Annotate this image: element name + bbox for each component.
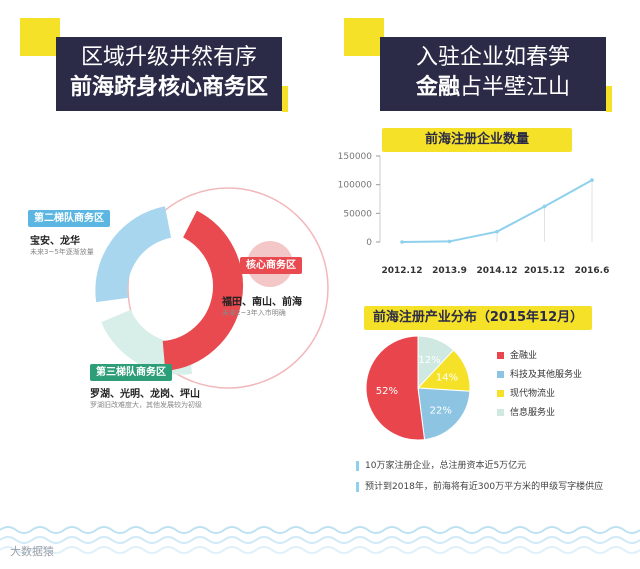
note-row-2: 预计到2018年，前海将有近300万平方米的甲级写字楼供应 [356,479,603,492]
y-tick-label: 100000 [338,181,373,191]
right-title-line1: 入驻企业如春笋 [415,45,570,70]
core-districts: 福田、南山、前海 [222,297,302,308]
y-tick-label: 150000 [338,152,373,162]
pie-slice [417,387,471,441]
tier2-districts: 宝安、龙华 [30,236,80,247]
legend-swatch [497,409,504,416]
line-chart-title: 前海注册企业数量 [382,128,572,152]
left-title-box: 区域升级井然有序 前海跻身核心商务区 [56,37,282,111]
tier3-tag: 第三梯队商务区 [90,364,172,381]
note-row-1: 10万家注册企业，总注册资本近5万亿元 [356,458,526,471]
right-title-box: 入驻企业如春笋 金融占半壁江山 [380,37,606,111]
tier3-districts: 罗湖、光明、龙岗、坪山 [90,389,200,400]
tier3-note: 罗湖旧改难度大，其他发展较为初级 [90,401,202,409]
right-title-line2-rest: 占半壁江山 [460,75,571,100]
company-count-line-chart: 0 50000 100000 150000 2012.12 2013.9 2014.12 20… [338,152,610,276]
y-tick-label: 0 [366,238,372,248]
pie-legend-item: 现代物流业 [497,386,555,399]
wave-footer [0,526,640,554]
pie-slice-label: 12% [418,355,440,366]
x-tick-label: 2012.12 [382,266,423,276]
legend-label: 信息服务业 [510,408,556,418]
x-tick-label: 2016.6 [575,266,610,276]
x-tick-label: 2013.9 [432,266,467,276]
legend-label: 金融业 [510,351,538,361]
note-text-2: 预计到2018年，前海将有近300万平方米的甲级写字楼供应 [365,482,604,492]
left-title-accent-bar [282,86,288,112]
left-title-line1: 区域升级井然有序 [80,45,257,70]
right-title-accent-bar [606,86,612,112]
pie-slice-label: 22% [430,405,452,416]
tier2-tag: 第二梯队商务区 [28,210,110,227]
left-title-line2: 前海跻身核心商务区 [69,75,268,100]
company-count-series-line [401,179,593,243]
legend-swatch [497,352,504,359]
legend-swatch [497,371,504,378]
pie-legend-item: 金融业 [497,348,537,361]
x-tick-label: 2014.12 [477,266,518,276]
right-title-accent-square [344,18,384,56]
y-tick-label: 50000 [343,209,372,219]
tier2-note: 未来3~5年逐渐放量 [30,248,94,256]
pie-legend-item: 科技及其他服务业 [497,367,582,380]
note-text-1: 10万家注册企业，总注册资本近5万亿元 [365,461,527,471]
pie-slice-label: 52% [376,386,398,397]
legend-label: 现代物流业 [510,389,556,399]
core-tag: 核心商务区 [240,257,302,274]
tier2-arc [95,206,172,303]
pie-chart-title: 前海注册产业分布（2015年12月） [364,306,592,330]
pie-slice [365,335,426,441]
industry-distribution-pie: 12% 14% 22% 52% [365,335,471,441]
brand-watermark: 大数据猿 [10,545,54,558]
outer-ring-core-zone [127,187,329,389]
core-arc [162,210,243,371]
legend-label: 科技及其他服务业 [510,370,583,380]
right-title-highlight: 金融 [415,75,460,100]
legend-swatch [497,390,504,397]
pie-legend-item: 信息服务业 [497,405,555,418]
core-note: 未来2~3年入市明确 [222,309,286,317]
x-tick-label: 2015.12 [524,266,565,276]
left-title-accent-square [20,18,60,56]
pie-slice-label: 14% [436,373,458,384]
